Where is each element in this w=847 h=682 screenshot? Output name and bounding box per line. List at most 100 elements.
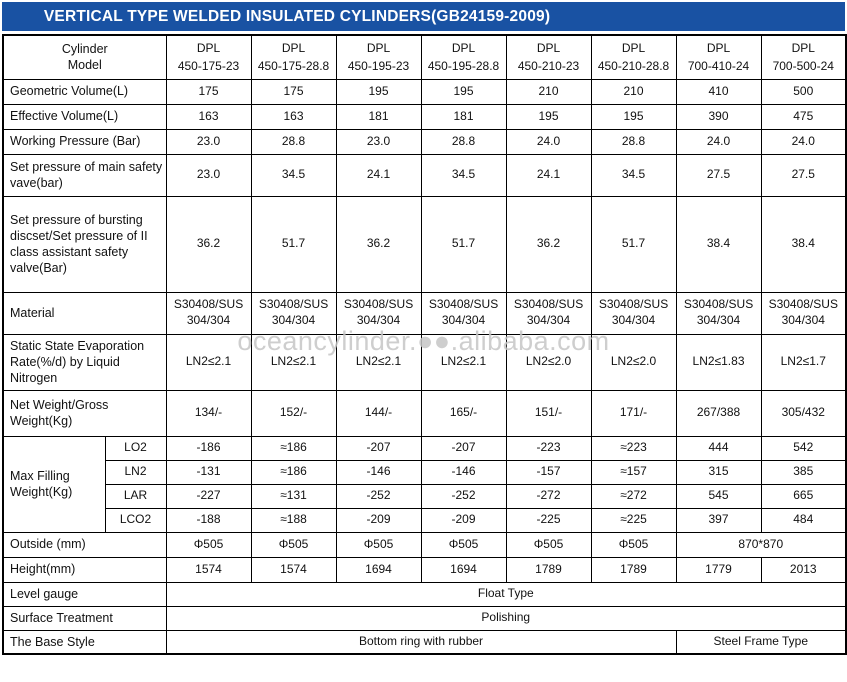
cell-set-pressure-of-main-safety-vave-bar-1: 34.5 bbox=[250, 153, 337, 197]
cell-max-filling-weight-kg-lo2-6: 444 bbox=[675, 435, 762, 461]
cell-set-pressure-of-main-safety-vave-bar-6: 27.5 bbox=[675, 153, 762, 197]
cell-set-pressure-of-bursting-discset-set-pressure-of-3: 51.7 bbox=[420, 195, 507, 293]
cell-level-gauge-0: Float Type bbox=[165, 581, 847, 607]
cell-material-4: S30408/SUS 304/304 bbox=[505, 291, 592, 335]
cell-max-filling-weight-kg-lco2-7: 484 bbox=[760, 507, 847, 533]
sub-label-lo2: LO2 bbox=[104, 435, 167, 461]
row-level-gauge: Level gauge Float Type bbox=[2, 581, 847, 607]
cell-effective-volume-l-3: 181 bbox=[420, 103, 507, 130]
row-set-pressure-of-bursting-discset-set-pressure-of: Set pressure of bursting discset/Set pre… bbox=[2, 195, 847, 293]
cell-surface-treatment-0: Polishing bbox=[165, 605, 847, 631]
cell-set-pressure-of-bursting-discset-set-pressure-of-7: 38.4 bbox=[760, 195, 847, 293]
row-net-weight-gross-weight-kg: Net Weight/Gross Weight(Kg) 134/- 152/- 144… bbox=[2, 389, 847, 437]
model-number: 450-175-23 bbox=[177, 59, 240, 74]
cell-static-state-evaporation-rate-d-by-liquid-nitrog-1: LN2≤2.1 bbox=[250, 333, 337, 391]
cell-the-base-style-1: Steel Frame Type bbox=[675, 629, 847, 655]
row-label-static-state-evaporation-rate-d-by-liquid-nitrog: Static State Evaporation Rate(%/d) by Li… bbox=[2, 333, 167, 391]
model-column-dpl-450-175-28-8: DPL 450-175-28.8 bbox=[250, 34, 337, 80]
cell-material-3: S30408/SUS 304/304 bbox=[420, 291, 507, 335]
cell-set-pressure-of-main-safety-vave-bar-3: 34.5 bbox=[420, 153, 507, 197]
cell-set-pressure-of-main-safety-vave-bar-5: 34.5 bbox=[590, 153, 677, 197]
cell-outside-mm-3: Φ505 bbox=[420, 531, 507, 558]
cell-max-filling-weight-kg-lo2-3: -207 bbox=[420, 435, 507, 461]
cell-net-weight-gross-weight-kg-3: 165/- bbox=[420, 389, 507, 437]
cell-geometric-volume-l-1: 175 bbox=[250, 78, 337, 105]
cell-material-2: S30408/SUS 304/304 bbox=[335, 291, 422, 335]
cell-height-mm-2: 1694 bbox=[335, 556, 422, 583]
row-label-outside-mm: Outside (mm) bbox=[2, 531, 167, 558]
cell-material-1: S30408/SUS 304/304 bbox=[250, 291, 337, 335]
cell-working-pressure-bar-0: 23.0 bbox=[165, 128, 252, 155]
cell-outside-mm-2: Φ505 bbox=[335, 531, 422, 558]
cell-max-filling-weight-kg-lo2-2: -207 bbox=[335, 435, 422, 461]
sub-label-lar: LAR bbox=[104, 483, 167, 509]
cell-max-filling-weight-kg-ln2-3: -146 bbox=[420, 459, 507, 485]
page-title: VERTICAL TYPE WELDED INSULATED CYLINDERS… bbox=[43, 7, 551, 25]
cell-max-filling-weight-kg-lar-2: -252 bbox=[335, 483, 422, 509]
cell-material-0: S30408/SUS 304/304 bbox=[165, 291, 252, 335]
row-material: Material S30408/SUS 304/304 S30408/SUS 304… bbox=[2, 291, 847, 335]
cell-working-pressure-bar-4: 24.0 bbox=[505, 128, 592, 155]
cell-max-filling-weight-kg-lco2-1: ≈188 bbox=[250, 507, 337, 533]
cell-max-filling-weight-kg-ln2-6: 315 bbox=[675, 459, 762, 485]
cell-geometric-volume-l-4: 210 bbox=[505, 78, 592, 105]
cylinder-model-line: Cylinder bbox=[61, 42, 108, 56]
row-max-filling-weight-kg-lar: LAR -227 ≈131 -252 -252 -272 ≈272 545 665 bbox=[3, 483, 847, 509]
cell-working-pressure-bar-5: 28.8 bbox=[590, 128, 677, 155]
model-column-dpl-450-195-23: DPL 450-195-23 bbox=[335, 34, 422, 80]
cell-effective-volume-l-7: 475 bbox=[760, 103, 847, 130]
cell-outside-mm-6: 870*870 bbox=[675, 531, 847, 558]
cell-set-pressure-of-main-safety-vave-bar-2: 24.1 bbox=[335, 153, 422, 197]
model-column-dpl-450-195-28-8: DPL 450-195-28.8 bbox=[420, 34, 507, 80]
row-label-net-weight-gross-weight-kg: Net Weight/Gross Weight(Kg) bbox=[2, 389, 167, 437]
cell-set-pressure-of-bursting-discset-set-pressure-of-4: 36.2 bbox=[505, 195, 592, 293]
model-number: 450-195-28.8 bbox=[427, 59, 500, 74]
row-label-set-pressure-of-main-safety-vave-bar: Set pressure of main safety vave(bar) bbox=[2, 153, 167, 197]
row-height-mm: Height(mm) 1574 1574 1694 1694 1789 1789 1779 20… bbox=[2, 556, 847, 583]
cell-outside-mm-5: Φ505 bbox=[590, 531, 677, 558]
cell-static-state-evaporation-rate-d-by-liquid-nitrog-4: LN2≤2.0 bbox=[505, 333, 592, 391]
model-series: DPL bbox=[281, 41, 306, 56]
cell-working-pressure-bar-3: 28.8 bbox=[420, 128, 507, 155]
cell-set-pressure-of-main-safety-vave-bar-7: 27.5 bbox=[760, 153, 847, 197]
cell-height-mm-7: 2013 bbox=[760, 556, 847, 583]
cell-max-filling-weight-kg-ln2-5: ≈157 bbox=[590, 459, 677, 485]
cell-max-filling-weight-kg-ln2-0: -131 bbox=[165, 459, 252, 485]
cell-set-pressure-of-main-safety-vave-bar-4: 24.1 bbox=[505, 153, 592, 197]
row-label-material: Material bbox=[2, 291, 167, 335]
cell-geometric-volume-l-2: 195 bbox=[335, 78, 422, 105]
cell-max-filling-weight-kg-lar-7: 665 bbox=[760, 483, 847, 509]
cell-set-pressure-of-bursting-discset-set-pressure-of-2: 36.2 bbox=[335, 195, 422, 293]
cell-working-pressure-bar-1: 28.8 bbox=[250, 128, 337, 155]
sub-label-lco2: LCO2 bbox=[104, 507, 167, 533]
cell-net-weight-gross-weight-kg-4: 151/- bbox=[505, 389, 592, 437]
cell-height-mm-5: 1789 bbox=[590, 556, 677, 583]
sub-label-ln2: LN2 bbox=[104, 459, 167, 485]
cell-max-filling-weight-kg-lo2-0: -186 bbox=[165, 435, 252, 461]
model-series: DPL bbox=[366, 41, 391, 56]
cell-max-filling-weight-kg-lco2-5: ≈225 bbox=[590, 507, 677, 533]
model-number: 450-210-28.8 bbox=[597, 59, 670, 74]
cell-working-pressure-bar-2: 23.0 bbox=[335, 128, 422, 155]
cell-static-state-evaporation-rate-d-by-liquid-nitrog-0: LN2≤2.1 bbox=[165, 333, 252, 391]
model-number: 700-500-24 bbox=[772, 59, 834, 74]
cylinder-model-header: Cylinder Model bbox=[2, 34, 167, 80]
cell-geometric-volume-l-6: 410 bbox=[675, 78, 762, 105]
cell-set-pressure-of-bursting-discset-set-pressure-of-5: 51.7 bbox=[590, 195, 677, 293]
cell-static-state-evaporation-rate-d-by-liquid-nitrog-6: LN2≤1.83 bbox=[675, 333, 762, 391]
cell-geometric-volume-l-5: 210 bbox=[590, 78, 677, 105]
row-label-max-filling-weight-kg: Max Filling Weight(Kg) bbox=[2, 435, 106, 533]
cell-max-filling-weight-kg-lar-6: 545 bbox=[675, 483, 762, 509]
cell-net-weight-gross-weight-kg-6: 267/388 bbox=[675, 389, 762, 437]
title-banner: VERTICAL TYPE WELDED INSULATED CYLINDERS… bbox=[2, 2, 845, 31]
cell-max-filling-weight-kg-lco2-6: 397 bbox=[675, 507, 762, 533]
cell-static-state-evaporation-rate-d-by-liquid-nitrog-3: LN2≤2.1 bbox=[420, 333, 507, 391]
cell-material-7: S30408/SUS 304/304 bbox=[760, 291, 847, 335]
cell-effective-volume-l-0: 163 bbox=[165, 103, 252, 130]
cell-geometric-volume-l-0: 175 bbox=[165, 78, 252, 105]
row-working-pressure-bar: Working Pressure (Bar) 23.0 28.8 23.0 28.8 24… bbox=[2, 128, 847, 155]
cell-effective-volume-l-6: 390 bbox=[675, 103, 762, 130]
cell-the-base-style-0: Bottom ring with rubber bbox=[165, 629, 677, 655]
cell-max-filling-weight-kg-lo2-4: -223 bbox=[505, 435, 592, 461]
model-series: DPL bbox=[536, 41, 561, 56]
